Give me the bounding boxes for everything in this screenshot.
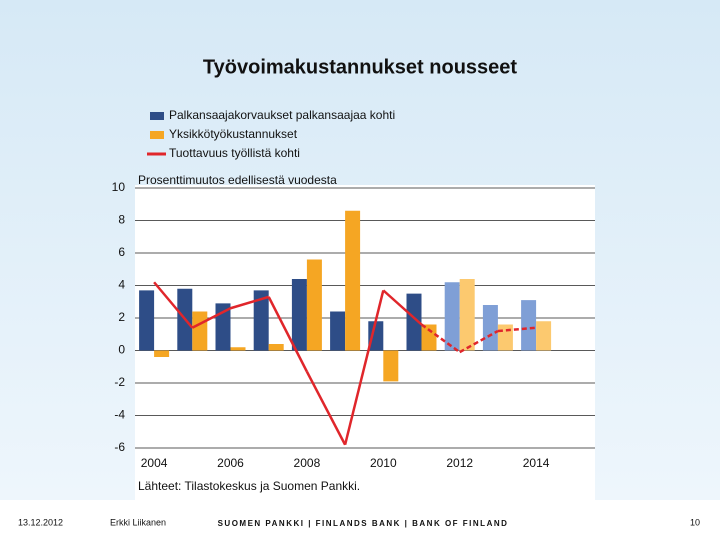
y-tick-label: -2	[114, 375, 125, 389]
y-tick-label: -4	[114, 408, 125, 422]
axis-subtitle: Prosenttimuutos edellisestä vuodesta	[138, 173, 337, 187]
footer-organization: SUOMEN PANKKI | FINLANDS BANK | BANK OF …	[218, 519, 509, 528]
x-tick-label: 2006	[217, 456, 244, 470]
plot-area	[135, 185, 595, 500]
legend-swatch	[150, 131, 164, 139]
bar	[268, 344, 284, 351]
line-segment	[382, 289, 423, 326]
line-segment	[459, 329, 499, 354]
y-tick-label: 8	[118, 213, 125, 227]
line-segment	[343, 290, 385, 446]
bar	[139, 290, 155, 351]
line-segment	[191, 307, 232, 329]
line-segment	[230, 295, 270, 310]
y-tick-label: 10	[112, 180, 126, 194]
y-tick-label: 2	[118, 310, 125, 324]
bar	[154, 350, 170, 357]
chart-title: Työvoimakustannukset nousseet	[203, 56, 518, 78]
line-segment	[305, 371, 347, 446]
bar	[291, 279, 307, 351]
footer-date: 13.12.2012	[18, 517, 63, 527]
legend-label: Tuottavuus työllistä kohti	[169, 146, 300, 160]
line-segment	[153, 281, 194, 329]
line-segment	[497, 326, 537, 333]
y-tick-label: 0	[118, 343, 125, 357]
bar	[444, 282, 460, 351]
bar	[253, 290, 269, 351]
x-tick-label: 2010	[370, 456, 397, 470]
x-tick-label: 2014	[523, 456, 550, 470]
bar	[459, 279, 475, 351]
footer-bar	[0, 500, 720, 540]
x-tick-label: 2008	[294, 456, 321, 470]
x-tick-label: 2004	[141, 456, 168, 470]
y-tick-label: -6	[114, 440, 125, 454]
legend-label: Palkansaajakorvaukset palkansaajaa kohti	[169, 108, 395, 122]
bar	[383, 350, 399, 382]
source: Lähteet: Tilastokeskus ja Suomen Pankki.	[138, 479, 360, 493]
bar	[482, 305, 498, 351]
legend-swatch	[150, 112, 164, 120]
legend-label: Yksikkötyökustannukset	[169, 127, 298, 141]
bar	[536, 321, 552, 351]
bar	[230, 347, 246, 351]
line-segment	[267, 296, 309, 373]
bar	[421, 324, 437, 351]
y-tick-label: 4	[118, 278, 125, 292]
x-tick-label: 2012	[446, 456, 473, 470]
bar	[521, 300, 537, 351]
bar	[368, 321, 384, 351]
y-tick-label: 6	[118, 245, 125, 259]
bar	[192, 311, 208, 351]
bar	[406, 293, 422, 351]
footer-page: 10	[690, 517, 700, 527]
footer-author: Erkki Liikanen	[110, 517, 166, 527]
bar	[497, 324, 513, 351]
bar	[330, 311, 346, 351]
bar	[345, 210, 361, 351]
bar	[306, 259, 322, 351]
